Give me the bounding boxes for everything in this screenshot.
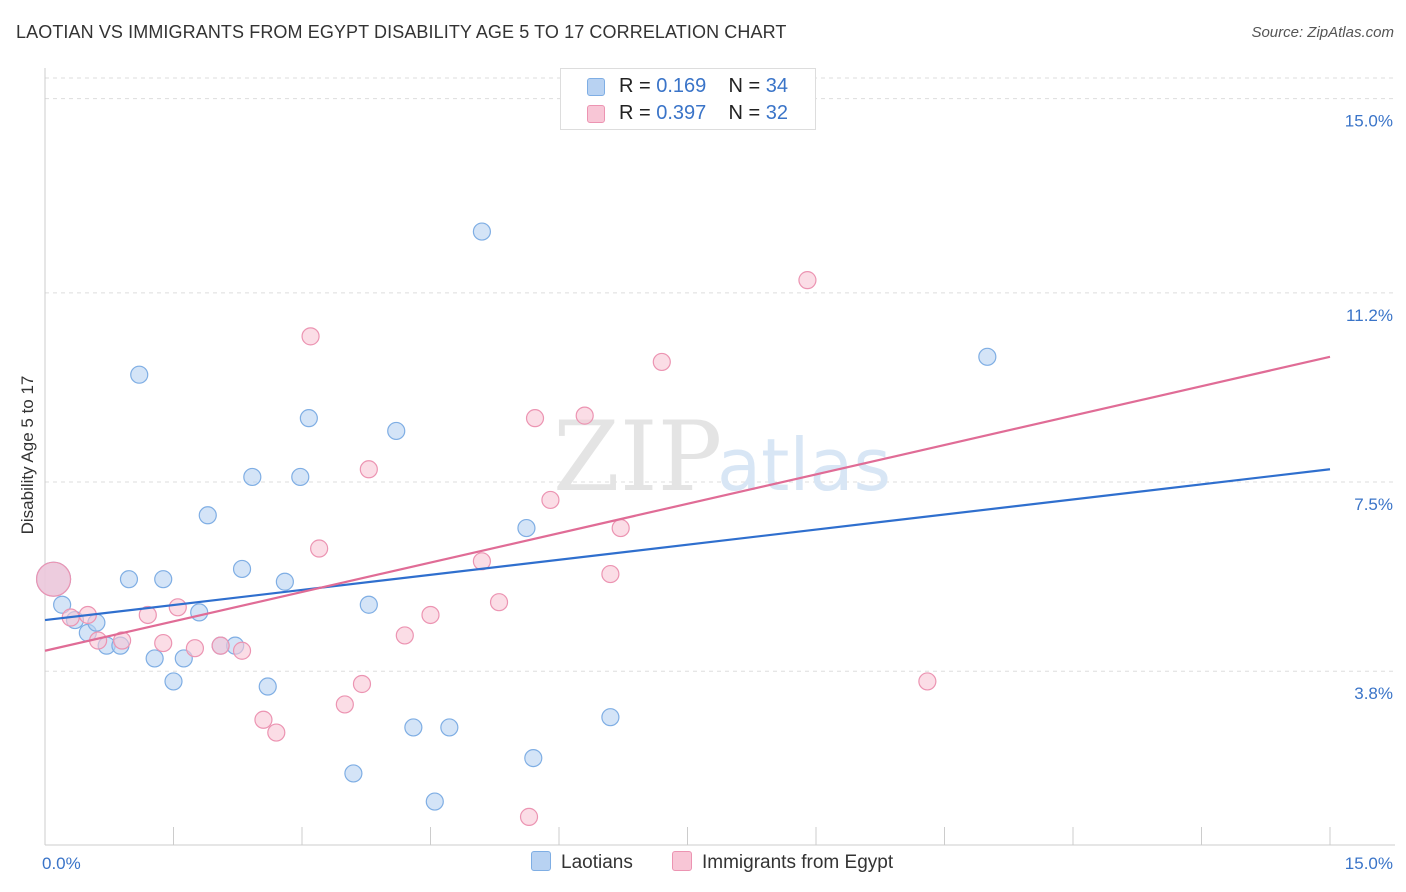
laotians-point (198, 506, 217, 525)
legend-swatch-blue (587, 78, 605, 96)
laotians-point (119, 570, 139, 589)
egypt-point (359, 460, 378, 479)
legend-r-value: 0.397 (656, 102, 707, 124)
laotians-point (232, 559, 252, 579)
laotians-point (601, 708, 620, 727)
legend-n-label: N = (728, 75, 761, 97)
series-legend-egypt: Immigrants from Egypt (672, 851, 893, 874)
egypt-point (489, 593, 509, 612)
egypt-point (652, 352, 671, 372)
grid-lines (45, 77, 1395, 672)
trend-lines (44, 355, 1331, 652)
series-name: Immigrants from Egypt (702, 852, 894, 873)
legend-n-label: N = (728, 102, 761, 124)
laotians-point (243, 467, 262, 487)
legend-n-value: 34 (765, 75, 789, 97)
laotians-point (154, 570, 173, 589)
laotians-point (275, 572, 294, 591)
laotians-point (299, 409, 318, 428)
laotians-point (978, 347, 997, 366)
laotians-point (164, 672, 183, 691)
laotians-point (190, 603, 209, 622)
egypt-point (35, 561, 72, 597)
egypt-point (395, 626, 414, 645)
laotians-point (524, 748, 543, 768)
egypt-point (301, 327, 320, 346)
chart-title: LAOTIAN VS IMMIGRANTS FROM EGYPT DISABIL… (16, 22, 787, 42)
legend-r-label: R = (619, 102, 651, 124)
laotians-point (291, 467, 310, 487)
egypt-point (541, 490, 560, 510)
laotians-point (425, 792, 444, 811)
egypt-point (525, 409, 545, 428)
laotians-point (517, 518, 536, 538)
y-tick-label: 15.0% (1345, 112, 1393, 131)
legend-r-value: 0.169 (656, 75, 707, 97)
laotians-point (344, 764, 363, 783)
watermark-atlas: atlas (717, 423, 891, 507)
x-tick-label: 15.0% (1345, 854, 1393, 873)
correlation-legend: R = 0.169 N = 34 R = 0.397 N = 32 (560, 68, 816, 130)
egypt-point (918, 672, 937, 691)
y-tick-label: 3.8% (1354, 684, 1393, 703)
laotians-point (145, 649, 164, 668)
laotians-point (472, 222, 491, 241)
data-points (35, 222, 997, 826)
x-tick-label: 0.0% (42, 854, 81, 873)
legend-r-label: R = (619, 75, 651, 97)
laotians-point (174, 649, 193, 668)
legend-n-value: 32 (765, 102, 789, 124)
laotians-point (404, 718, 423, 737)
egypt-point (519, 807, 539, 826)
series-legend-laotians: Laotians (531, 851, 633, 874)
series-name: Laotians (561, 852, 633, 873)
egypt-point (575, 406, 594, 425)
egypt-point (138, 605, 157, 625)
egypt-point (352, 674, 372, 694)
y-axis-label: Disability Age 5 to 17 (18, 376, 37, 535)
egypt-point (168, 598, 187, 617)
laotians-point (130, 365, 149, 384)
legend-swatch-blue (531, 851, 551, 871)
egypt-point (310, 539, 329, 558)
egypt-point (232, 641, 252, 660)
laotians-trend-line (44, 468, 1331, 622)
egypt-point (267, 723, 286, 742)
tick-labels: 3.8% 7.5% 11.2% 15.0% 0.0% 15.0% (42, 112, 1393, 873)
laotians-point (258, 677, 277, 696)
y-tick-label: 11.2% (1346, 306, 1393, 325)
egypt-trend-line (44, 355, 1331, 652)
egypt-point (185, 639, 205, 658)
laotians-point (359, 595, 378, 614)
egypt-point (335, 695, 354, 714)
egypt-point (211, 636, 230, 655)
egypt-point (421, 605, 440, 625)
axes (44, 68, 1395, 846)
egypt-point (611, 518, 630, 538)
y-tick-label: 7.5% (1354, 495, 1393, 514)
egypt-point (254, 710, 273, 729)
egypt-point (154, 633, 173, 653)
legend-swatch-pink (672, 851, 692, 871)
egypt-point (798, 271, 817, 290)
source-credit: Source: ZipAtlas.com (1251, 24, 1394, 41)
laotians-point (53, 595, 72, 614)
egypt-point (601, 564, 620, 584)
laotians-point (440, 718, 459, 737)
laotians-point (387, 421, 406, 441)
legend-swatch-pink (587, 105, 605, 123)
